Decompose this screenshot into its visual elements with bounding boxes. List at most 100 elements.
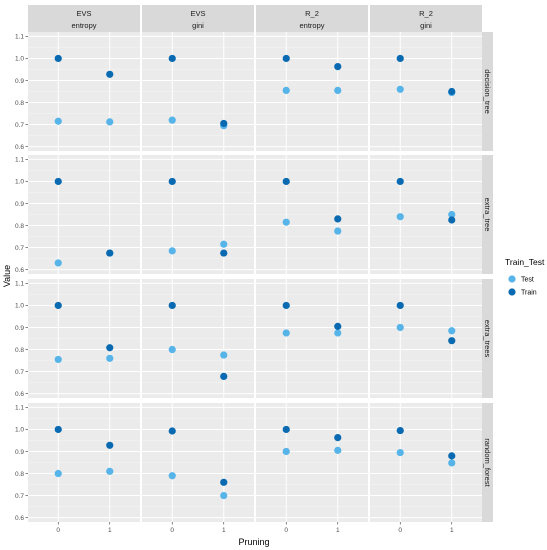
data-point-test (282, 447, 290, 456)
data-point-train (168, 427, 176, 435)
data-point-test (448, 210, 456, 219)
data-point-test (220, 351, 228, 359)
x-tick-label: 0 (284, 527, 288, 534)
facet-col-sublabel: entropy (299, 21, 324, 30)
data-point-train (168, 54, 176, 63)
facet-col-strip (28, 5, 140, 32)
y-tick-label: 0.8 (15, 223, 24, 230)
legend-title: Train_Test (505, 257, 545, 267)
legend-key-test (508, 275, 516, 283)
data-point-train (448, 216, 456, 224)
data-point-train (334, 62, 342, 71)
legend-label-train: Train (521, 290, 537, 297)
data-point-train (396, 426, 404, 435)
data-point-train (448, 87, 456, 96)
facet-row-strip (482, 155, 493, 274)
data-point-test (396, 213, 404, 221)
facet-col-sublabel: gini (192, 21, 204, 30)
y-tick-label: 1.1 (15, 405, 24, 412)
facet-col-strip (142, 5, 254, 32)
data-point-train (220, 119, 228, 128)
data-point-test (168, 472, 176, 480)
data-point-train (220, 478, 228, 486)
data-point-test (448, 327, 456, 335)
y-tick-label: 0.9 (15, 78, 24, 85)
data-point-test (106, 467, 114, 475)
data-point-test (396, 85, 404, 93)
x-tick-label: 1 (222, 527, 226, 534)
y-tick-label: 0.8 (15, 471, 24, 478)
facet-col-label: R_2 (305, 9, 319, 18)
data-point-train (396, 177, 404, 186)
y-tick-label: 0.6 (15, 515, 24, 522)
y-tick-label: 0.7 (15, 122, 24, 129)
data-point-test (282, 329, 290, 337)
data-point-train (54, 177, 62, 186)
data-point-train (220, 249, 228, 257)
data-point-train (396, 301, 404, 310)
data-point-train (106, 70, 114, 78)
data-point-train (282, 301, 290, 310)
x-tick-label: 0 (398, 527, 402, 534)
facet-col-sublabel: gini (420, 21, 432, 30)
y-tick-label: 0.7 (15, 369, 24, 376)
x-tick-label: 0 (56, 527, 60, 534)
facet-col-sublabel: entropy (71, 21, 96, 30)
y-tick-label: 0.6 (15, 144, 24, 151)
facet-row-label: decision_tree (483, 69, 492, 114)
facet-row-strip (482, 403, 493, 522)
data-point-test (334, 86, 342, 94)
facet-col-strip (370, 5, 482, 32)
data-point-test (168, 345, 176, 354)
facet-row-label: extra_tree (483, 198, 492, 232)
data-point-train (334, 215, 342, 223)
facet-col-label: EVS (76, 9, 91, 18)
y-tick-label: 1.0 (15, 427, 24, 434)
y-tick-label: 1.1 (15, 157, 24, 164)
data-point-test (54, 117, 62, 125)
x-tick-label: 1 (450, 527, 454, 534)
data-points (54, 54, 456, 500)
data-point-test (54, 259, 62, 267)
y-tick-label: 1.0 (15, 56, 24, 63)
data-point-train (282, 54, 290, 63)
facet-col-strip (256, 5, 368, 32)
chart-labels: Pruning Value EVS entropy EVS gini R_2entrop… (2, 9, 492, 547)
data-point-train (168, 301, 176, 310)
data-point-train (168, 177, 176, 186)
data-point-train (448, 452, 456, 460)
data-point-train (106, 441, 114, 449)
data-point-train (106, 344, 114, 352)
data-point-test (220, 240, 228, 248)
x-tick-label: 0 (170, 527, 174, 534)
facet-row-label: extra_trees (483, 320, 492, 358)
data-point-train (54, 425, 62, 434)
y-axis-title: Value (2, 265, 12, 287)
y-tick-label: 0.6 (15, 267, 24, 274)
x-tick-label: 1 (336, 527, 340, 534)
data-point-test (282, 218, 290, 226)
facet-col-label: EVS (190, 9, 205, 18)
y-tick-label: 0.9 (15, 449, 24, 456)
data-point-test (168, 247, 176, 255)
y-tick-label: 0.9 (15, 325, 24, 332)
legend-label-test: Test (521, 277, 534, 284)
data-point-test (396, 323, 404, 332)
data-point-train (396, 54, 404, 63)
x-tick-label: 1 (108, 527, 112, 534)
data-point-test (448, 459, 456, 467)
data-point-test (334, 446, 342, 454)
y-tick-label: 1.0 (15, 179, 24, 186)
legend-key-train (508, 288, 516, 296)
y-tick-label: 0.7 (15, 245, 24, 252)
facet-col-label: R_2 (419, 9, 433, 18)
y-tick-label: 0.6 (15, 391, 24, 398)
facet-row-strip (482, 32, 493, 151)
data-point-train (54, 54, 62, 63)
data-point-train (54, 301, 62, 310)
data-point-test (220, 491, 228, 500)
data-point-train (334, 433, 342, 442)
data-point-test (334, 227, 342, 235)
data-point-train (106, 249, 114, 257)
